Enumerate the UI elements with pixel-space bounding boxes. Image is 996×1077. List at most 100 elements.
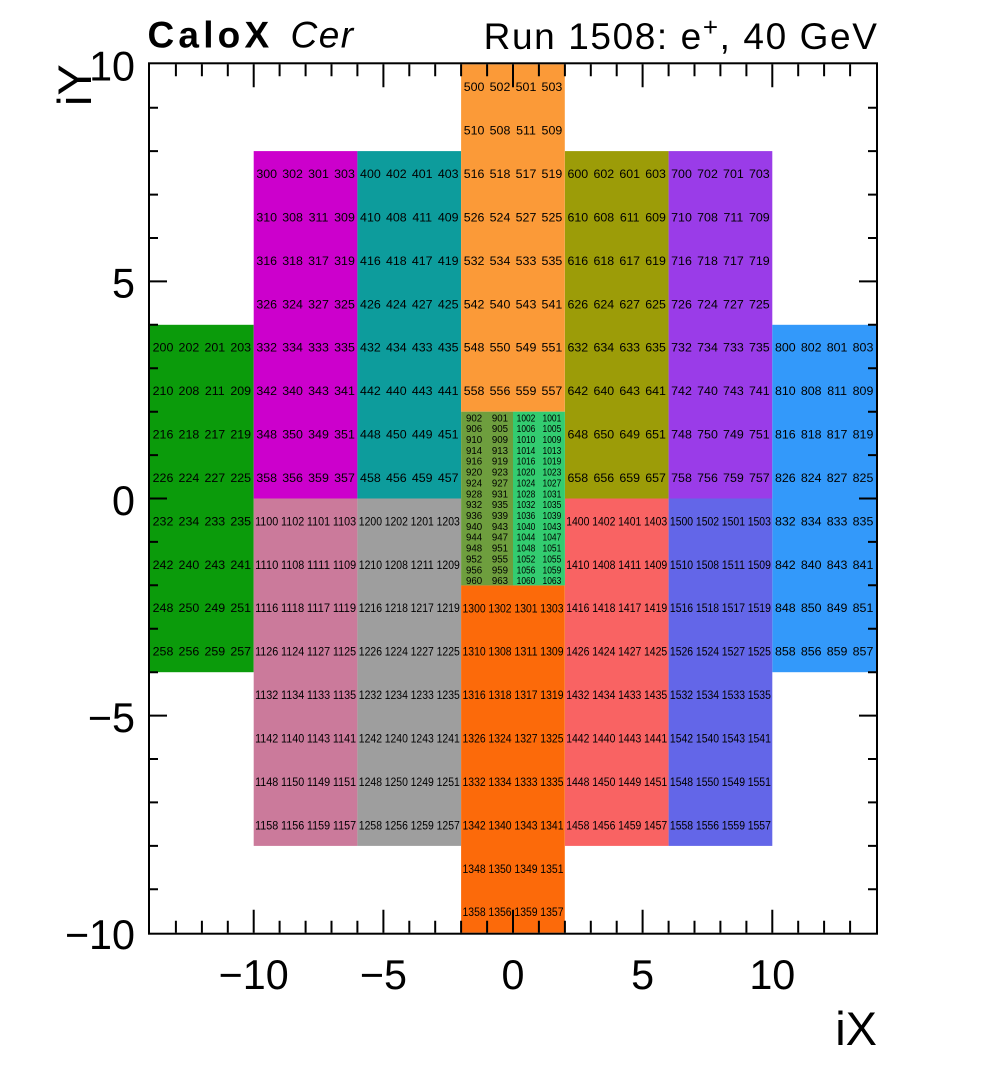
svg-text:1341: 1341 <box>540 818 563 832</box>
svg-text:1448: 1448 <box>566 775 589 789</box>
svg-text:226: 226 <box>153 471 174 485</box>
svg-text:1525: 1525 <box>748 645 771 659</box>
svg-text:1133: 1133 <box>307 688 330 702</box>
svg-text:1435: 1435 <box>644 688 667 702</box>
svg-text:1408: 1408 <box>592 558 615 572</box>
svg-text:1208: 1208 <box>385 558 408 572</box>
svg-text:249: 249 <box>204 601 225 615</box>
svg-text:1157: 1157 <box>333 818 356 832</box>
svg-text:427: 427 <box>412 297 433 311</box>
svg-text:1218: 1218 <box>385 601 408 615</box>
svg-text:1334: 1334 <box>488 775 511 789</box>
svg-text:410: 410 <box>360 211 381 225</box>
svg-text:909: 909 <box>492 435 508 446</box>
svg-text:1020: 1020 <box>517 468 536 479</box>
svg-text:311: 311 <box>309 211 329 225</box>
svg-text:840: 840 <box>801 558 822 572</box>
svg-text:1548: 1548 <box>670 775 693 789</box>
svg-text:1350: 1350 <box>488 862 511 876</box>
svg-text:656: 656 <box>593 471 614 485</box>
svg-text:332: 332 <box>256 341 277 355</box>
svg-text:1148: 1148 <box>255 775 278 789</box>
svg-text:−10: −10 <box>65 912 135 958</box>
svg-text:1301: 1301 <box>514 601 537 615</box>
svg-text:944: 944 <box>466 533 483 544</box>
svg-text:233: 233 <box>204 514 225 528</box>
svg-text:1558: 1558 <box>670 818 693 832</box>
svg-text:850: 850 <box>801 601 822 615</box>
svg-text:1059: 1059 <box>543 565 562 576</box>
svg-text:1333: 1333 <box>514 775 537 789</box>
svg-text:459: 459 <box>412 471 433 485</box>
svg-text:1240: 1240 <box>385 732 408 746</box>
svg-text:209: 209 <box>230 384 251 398</box>
svg-text:1418: 1418 <box>592 601 615 615</box>
svg-text:−10: −10 <box>219 952 289 998</box>
svg-text:318: 318 <box>282 254 303 268</box>
svg-text:1358: 1358 <box>463 905 486 919</box>
svg-text:518: 518 <box>490 167 511 181</box>
svg-text:548: 548 <box>464 341 485 355</box>
svg-text:310: 310 <box>256 211 277 225</box>
svg-text:424: 424 <box>386 297 407 311</box>
svg-text:1111: 1111 <box>307 558 330 572</box>
svg-text:1118: 1118 <box>281 601 304 615</box>
svg-text:456: 456 <box>386 471 407 485</box>
svg-text:542: 542 <box>464 297 485 311</box>
svg-text:425: 425 <box>438 297 459 311</box>
svg-text:1532: 1532 <box>670 688 693 702</box>
svg-text:1048: 1048 <box>517 544 536 555</box>
svg-text:1518: 1518 <box>696 601 719 615</box>
svg-text:525: 525 <box>542 211 563 225</box>
svg-text:1028: 1028 <box>517 489 536 500</box>
svg-text:250: 250 <box>179 601 200 615</box>
svg-text:817: 817 <box>827 428 848 442</box>
svg-text:449: 449 <box>412 428 433 442</box>
svg-text:650: 650 <box>593 428 614 442</box>
svg-text:326: 326 <box>256 297 277 311</box>
svg-text:349: 349 <box>308 428 329 442</box>
svg-text:1458: 1458 <box>566 818 589 832</box>
svg-text:503: 503 <box>542 80 563 94</box>
svg-text:1351: 1351 <box>540 862 563 876</box>
svg-text:936: 936 <box>466 511 482 522</box>
svg-text:541: 541 <box>542 297 563 311</box>
svg-text:1119: 1119 <box>333 601 356 615</box>
svg-text:1043: 1043 <box>543 522 562 533</box>
svg-text:611: 611 <box>620 211 640 225</box>
svg-text:1124: 1124 <box>281 645 304 659</box>
svg-text:757: 757 <box>749 471 770 485</box>
svg-text:1410: 1410 <box>566 558 589 572</box>
svg-text:734: 734 <box>697 341 718 355</box>
svg-text:502: 502 <box>490 80 511 94</box>
svg-text:301: 301 <box>308 167 329 181</box>
svg-text:924: 924 <box>466 478 483 489</box>
svg-text:242: 242 <box>153 558 174 572</box>
svg-text:826: 826 <box>775 471 796 485</box>
svg-text:849: 849 <box>827 601 848 615</box>
svg-text:732: 732 <box>671 341 692 355</box>
svg-text:1126: 1126 <box>255 645 278 659</box>
svg-text:905: 905 <box>492 424 508 435</box>
svg-text:733: 733 <box>723 341 744 355</box>
svg-text:724: 724 <box>697 297 718 311</box>
svg-text:1143: 1143 <box>307 732 330 746</box>
svg-text:1140: 1140 <box>281 732 304 746</box>
svg-text:550: 550 <box>490 341 511 355</box>
svg-text:1149: 1149 <box>307 775 330 789</box>
svg-text:1309: 1309 <box>540 645 563 659</box>
svg-text:703: 703 <box>749 167 770 181</box>
svg-text:1250: 1250 <box>385 775 408 789</box>
svg-text:511: 511 <box>516 124 536 138</box>
svg-text:657: 657 <box>645 471 666 485</box>
svg-text:1433: 1433 <box>618 688 641 702</box>
svg-text:1056: 1056 <box>517 565 536 576</box>
svg-text:1542: 1542 <box>670 732 693 746</box>
svg-text:741: 741 <box>749 384 770 398</box>
svg-text:963: 963 <box>492 576 508 587</box>
svg-text:208: 208 <box>179 384 200 398</box>
svg-text:357: 357 <box>334 471 355 485</box>
svg-text:1225: 1225 <box>437 645 460 659</box>
svg-text:240: 240 <box>179 558 200 572</box>
svg-text:633: 633 <box>619 341 640 355</box>
